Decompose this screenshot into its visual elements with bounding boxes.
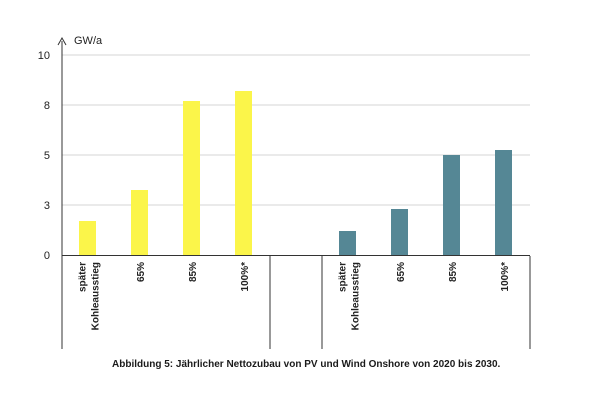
figure-caption: Abbildung 5: Jährlicher Nettozubau von P…: [112, 359, 501, 370]
bar: [79, 221, 96, 255]
y-tick-label: 10: [38, 50, 50, 62]
bar: [131, 190, 148, 255]
category-label: 85%: [448, 262, 459, 282]
category-table: später Kohleausstieg 65% 85% 100%* später Kohl…: [61, 256, 531, 349]
category-label: 100%*: [500, 262, 511, 292]
category-label: Kohleausstieg: [91, 262, 102, 330]
category-label: 85%: [188, 262, 199, 282]
axes: GW/a: [57, 35, 530, 256]
y-axis-unit-label: GW/a: [74, 35, 103, 47]
y-tick-labels: 0 3 5 8 10: [38, 50, 50, 262]
y-tick-label: 8: [44, 100, 50, 112]
category-label: 100%*: [240, 262, 251, 292]
category-label: später: [338, 262, 349, 292]
category-label: 65%: [396, 262, 407, 282]
y-tick-label: 3: [44, 200, 50, 212]
y-tick-label: 5: [44, 150, 50, 162]
y-tick-label: 0: [44, 250, 50, 262]
bar: [183, 101, 200, 255]
bars: [79, 91, 512, 255]
category-label: Kohleausstieg: [351, 262, 362, 330]
bar: [495, 150, 512, 255]
category-label: 65%: [136, 262, 147, 282]
bar: [339, 231, 356, 255]
y-axis-arrow-icon: [57, 36, 67, 46]
bar: [235, 91, 252, 255]
bar: [443, 155, 460, 255]
bar: [391, 209, 408, 255]
category-label: später: [78, 262, 89, 292]
